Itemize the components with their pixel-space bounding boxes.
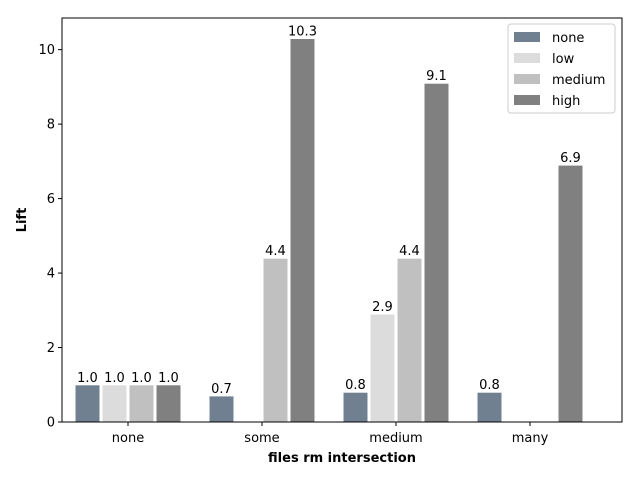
legend-swatch-medium — [514, 74, 540, 84]
legend-swatch-none — [514, 32, 540, 42]
data-label: 6.9 — [560, 151, 581, 166]
data-label: 9.1 — [426, 69, 447, 84]
y-tick-label: 4 — [47, 267, 55, 282]
legend-frame — [507, 23, 616, 114]
x-axis-title: files rm intersection — [268, 451, 416, 466]
data-label: 4.4 — [399, 244, 420, 259]
y-tick-label: 6 — [47, 192, 55, 207]
bar-high-many — [557, 164, 584, 423]
data-label: 1.0 — [131, 371, 152, 386]
bar-none-none — [74, 384, 101, 423]
x-tick-label: many — [512, 431, 549, 446]
x-tick-label: some — [244, 431, 279, 446]
y-tick-label: 2 — [47, 341, 55, 356]
legend-label-none: none — [552, 31, 584, 46]
data-label: 2.9 — [372, 300, 393, 315]
bar-high-medium — [423, 82, 450, 423]
data-label: 1.0 — [104, 371, 125, 386]
data-label: 1.0 — [77, 371, 98, 386]
bar-low-none — [101, 384, 128, 423]
data-label: 0.8 — [479, 378, 500, 393]
bar-medium-some — [262, 257, 289, 423]
bar-none-some — [208, 395, 235, 423]
data-label: 0.8 — [345, 378, 366, 393]
bar-medium-medium — [396, 257, 423, 423]
y-axis-title: Lift — [15, 208, 30, 233]
x-tick-label: medium — [369, 431, 422, 446]
legend-swatch-low — [514, 53, 540, 63]
legend-swatch-high — [514, 95, 540, 105]
bar-high-some — [289, 38, 316, 423]
bar-high-none — [155, 384, 182, 423]
y-tick-label: 8 — [47, 118, 55, 133]
plot-frame — [61, 17, 623, 423]
data-label: 10.3 — [288, 25, 317, 40]
data-label: 4.4 — [265, 244, 286, 259]
bar-none-medium — [342, 391, 369, 423]
legend-label-medium: medium — [552, 73, 605, 88]
data-label: 1.0 — [158, 371, 179, 386]
bar-none-many — [476, 391, 503, 423]
legend-label-high: high — [552, 94, 580, 109]
data-label: 0.7 — [211, 382, 232, 397]
bar-medium-none — [128, 384, 155, 423]
y-axis: 0 2 4 6 8 10 — [38, 43, 62, 431]
bar-low-medium — [369, 313, 396, 423]
x-tick-label: none — [112, 431, 144, 446]
data-labels-group: 1.0 0.7 0.8 0.8 1.0 2.9 1.0 4.4 4.4 1.0 10.3 9.1 6.9 — [77, 25, 581, 397]
x-axis: none some medium many — [112, 422, 549, 446]
y-tick-label: 0 — [47, 416, 55, 431]
legend: none low medium high — [507, 23, 616, 114]
bars-group — [74, 38, 584, 423]
y-tick-label: 10 — [38, 43, 55, 58]
legend-label-low: low — [552, 52, 575, 67]
